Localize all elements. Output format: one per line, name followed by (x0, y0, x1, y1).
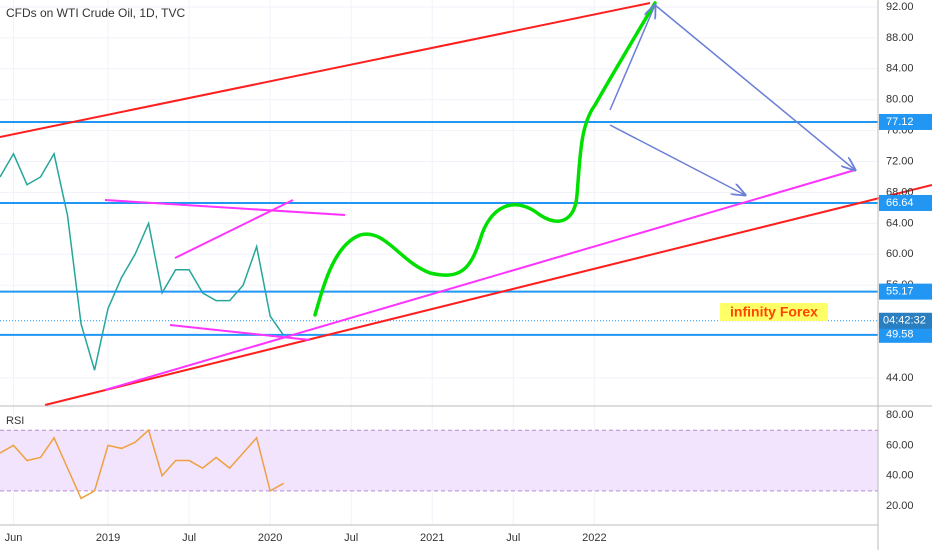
axes: Jun2019Jul2020Jul2021Jul202244.0056.0060… (5, 1, 932, 544)
level-label-box (879, 326, 932, 343)
y-tick-label: 60.00 (886, 439, 914, 451)
x-tick-label: Jun (5, 532, 23, 544)
level-label: 77.12 (886, 116, 914, 128)
trend-line (44, 184, 932, 406)
y-tick-label: 40.00 (886, 470, 914, 482)
rsi-title: RSI (6, 415, 24, 427)
level-label-box (879, 113, 932, 130)
level-label: 49.58 (886, 329, 914, 341)
arrow (609, 5, 655, 111)
annotation: infinity Forex (730, 304, 818, 320)
trend-line (174, 199, 294, 259)
level-label: 66.64 (886, 197, 914, 209)
y-tick-label: 88.00 (886, 32, 914, 44)
arrow (654, 4, 855, 170)
x-tick-label: 2019 (96, 532, 120, 544)
y-tick-label: 64.00 (886, 217, 914, 229)
trend-line (0, 2, 651, 138)
trend-line (169, 324, 311, 341)
y-tick-label: 60.00 (886, 248, 914, 260)
level-label-box (879, 194, 932, 211)
x-tick-label: 2021 (420, 532, 444, 544)
y-tick-label: 20.00 (886, 500, 914, 512)
x-tick-label: 2020 (258, 532, 282, 544)
projection-path (313, 1, 657, 317)
annotation-box (720, 303, 828, 321)
countdown: 04:42:32 (883, 315, 926, 327)
rsi-band (0, 430, 878, 491)
series-line (0, 151, 285, 371)
trend-line (104, 169, 856, 391)
y-tick-label: 84.00 (886, 63, 914, 75)
drawings (0, 1, 932, 406)
y-tick-label: 72.00 (886, 155, 914, 167)
rsi-pane (0, 428, 878, 500)
y-tick-label: 92.00 (886, 1, 914, 13)
chart-title: CFDs on WTI Crude Oil, 1D, TVC (6, 6, 185, 20)
level-label: 55.17 (886, 286, 914, 298)
y-tick-label: 44.00 (886, 372, 914, 384)
y-tick-label: 80.00 (886, 409, 914, 421)
x-tick-label: Jul (506, 532, 520, 544)
countdown-box (879, 312, 932, 329)
level-label-box (879, 283, 932, 300)
x-tick-label: Jul (344, 532, 358, 544)
trend-line (104, 199, 346, 216)
arrow (609, 124, 745, 195)
x-tick-label: Jul (182, 532, 196, 544)
y-tick-label: 80.00 (886, 94, 914, 106)
series-line (0, 428, 285, 500)
x-tick-label: 2022 (582, 532, 606, 544)
